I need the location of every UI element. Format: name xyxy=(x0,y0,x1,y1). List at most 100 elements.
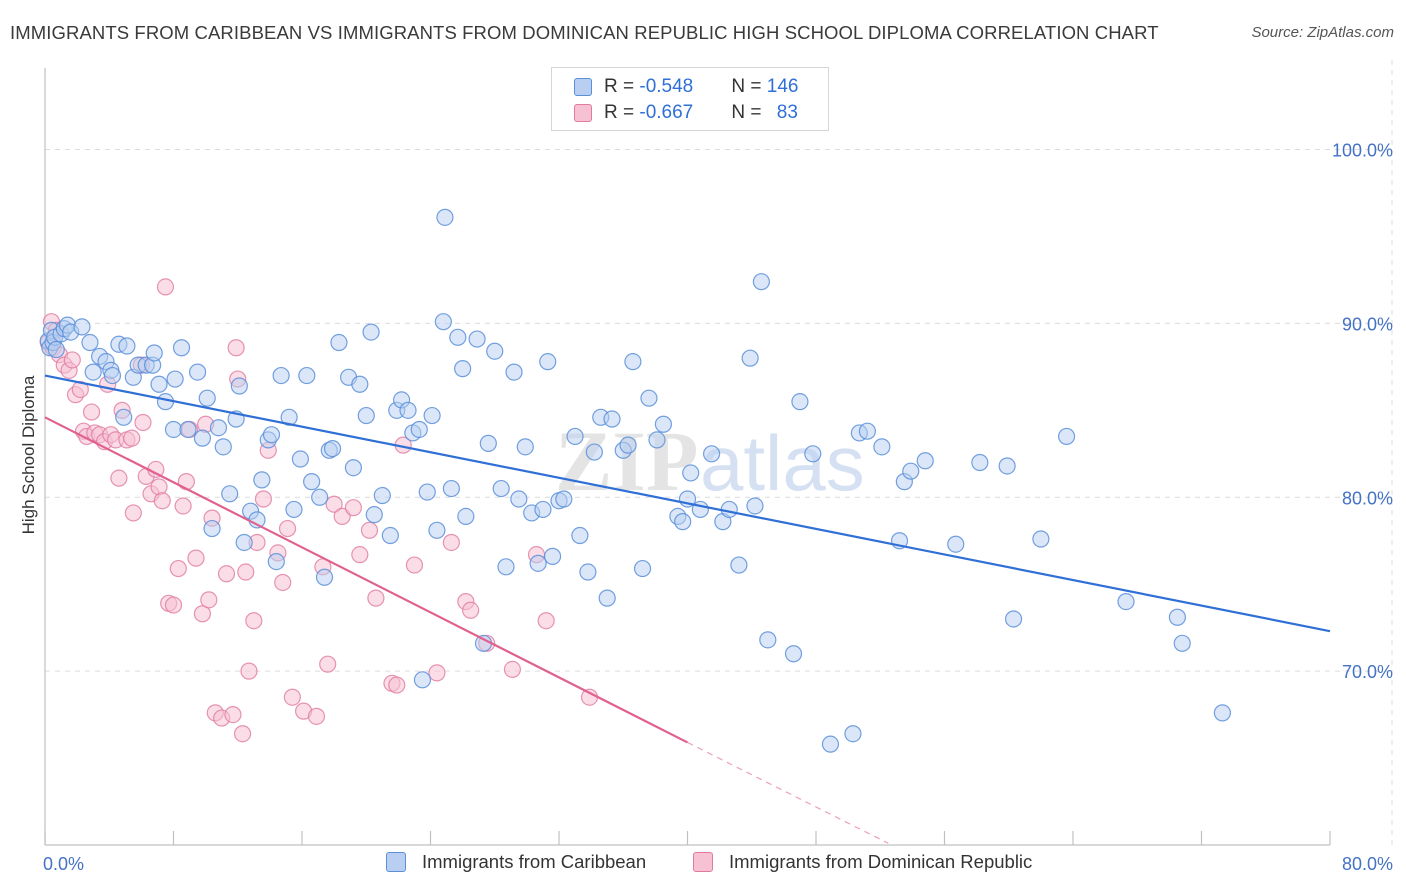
dominican-point xyxy=(134,413,152,432)
dominican-point xyxy=(193,605,212,623)
caribbean-point xyxy=(413,671,432,689)
x-tick-label: 0.0% xyxy=(43,854,84,874)
caribbean-point xyxy=(214,438,232,456)
caribbean-point xyxy=(118,337,136,355)
caribbean-point xyxy=(315,568,334,586)
legend-n-value: 146 xyxy=(766,76,799,97)
caribbean-point xyxy=(579,563,597,581)
dominican-point xyxy=(428,664,446,682)
dominican-point xyxy=(174,497,192,515)
caribbean-point xyxy=(505,363,523,381)
legend-swatch-blue xyxy=(574,78,592,96)
dominican-point xyxy=(123,429,141,447)
caribbean-point xyxy=(784,645,803,663)
legend-n-label: N = xyxy=(731,76,767,97)
caribbean-point xyxy=(1057,427,1076,446)
caribbean-point xyxy=(759,631,777,649)
dominican-point xyxy=(367,589,385,607)
dominican-point xyxy=(537,612,555,630)
caribbean-point xyxy=(423,406,441,425)
caribbean-point xyxy=(497,558,515,576)
dominican-point xyxy=(63,351,81,369)
caribbean-point xyxy=(804,445,822,463)
caribbean-point xyxy=(381,526,399,545)
dominican-point xyxy=(388,676,406,694)
caribbean-point xyxy=(344,459,362,477)
series-caribbean-points xyxy=(39,208,1231,753)
caribbean-point xyxy=(640,389,658,407)
legend-r-value: -0.548 xyxy=(639,76,694,97)
caribbean-point xyxy=(303,473,321,491)
dominican-point xyxy=(360,521,379,539)
caribbean-point xyxy=(442,479,460,498)
chart-source: Source: ZipAtlas.com xyxy=(1251,24,1394,41)
caribbean-point xyxy=(235,533,253,552)
caribbean-point xyxy=(81,333,99,352)
caribbean-point xyxy=(746,497,764,515)
caribbean-point xyxy=(1117,592,1135,611)
dominican-point xyxy=(245,612,263,630)
caribbean-point xyxy=(330,333,348,352)
caribbean-point xyxy=(298,366,316,385)
caribbean-point xyxy=(858,422,877,440)
legend-row-dominican: R = -0.667 N = 83 xyxy=(574,100,798,126)
dominican-point xyxy=(405,556,424,574)
y-tick-label: 80.0% xyxy=(1342,488,1393,508)
dominican-point xyxy=(150,478,168,496)
dominican-point xyxy=(187,549,205,567)
caribbean-point xyxy=(474,634,493,652)
caribbean-point xyxy=(203,519,221,538)
dominican-point xyxy=(278,519,297,538)
caribbean-point xyxy=(534,500,552,519)
dominican-point xyxy=(442,533,460,552)
legend-row-caribbean: R = -0.548 N = 146 xyxy=(574,74,798,100)
dominican-point xyxy=(164,596,183,614)
caribbean-point xyxy=(436,208,454,226)
caribbean-point xyxy=(603,410,621,428)
legend-r-value: -0.667 xyxy=(639,102,694,123)
caribbean-point xyxy=(434,313,452,331)
dominican-point xyxy=(227,339,245,357)
caribbean-point xyxy=(971,453,989,472)
caribbean-point xyxy=(357,406,375,425)
caribbean-point xyxy=(682,464,700,482)
caribbean-point xyxy=(198,389,216,407)
caribbean-point xyxy=(1213,704,1231,722)
caribbean-trend-line xyxy=(44,374,1331,633)
correlation-legend: R = -0.548 N = 146 R = -0.667 N = 83 xyxy=(551,67,829,131)
caribbean-point xyxy=(566,427,584,446)
caribbean-point xyxy=(73,318,91,336)
dominican-point xyxy=(237,563,255,581)
caribbean-point xyxy=(619,436,637,454)
caribbean-point xyxy=(1004,610,1023,628)
dominican-point xyxy=(82,403,101,421)
legend-n-value: 83 xyxy=(776,102,798,123)
caribbean-point xyxy=(267,553,285,571)
caribbean-point xyxy=(648,431,666,449)
caribbean-point xyxy=(47,340,65,359)
chart-title: IMMIGRANTS FROM CARIBBEAN VS IMMIGRANTS … xyxy=(10,22,1159,43)
caribbean-point xyxy=(115,408,133,426)
y-tick-label: 100.0% xyxy=(1332,141,1393,161)
dominican-point xyxy=(333,507,351,525)
caribbean-point xyxy=(730,556,748,574)
caribbean-point xyxy=(418,483,436,501)
caribbean-point xyxy=(844,725,862,743)
dominican-point xyxy=(153,492,171,510)
bottom-legend-label: Immigrants from Dominican Republic xyxy=(729,851,1033,872)
caribbean-point xyxy=(221,485,239,503)
caribbean-point xyxy=(598,589,616,607)
bottom-legend-caribbean: Immigrants from Caribbean xyxy=(386,851,646,873)
caribbean-point xyxy=(365,506,383,524)
caribbean-point xyxy=(571,526,589,545)
caribbean-point xyxy=(193,429,212,447)
x-tick-label: 80.0% xyxy=(1342,854,1393,874)
axes xyxy=(44,68,1331,846)
dominican-point xyxy=(307,707,326,725)
tick-labels: 100.0% 90.0% 80.0% 70.0% 0.0% 80.0% xyxy=(43,141,1393,874)
caribbean-point xyxy=(479,434,497,452)
caribbean-point xyxy=(172,339,191,357)
caribbean-point xyxy=(230,377,248,395)
dominican-point xyxy=(233,725,252,743)
